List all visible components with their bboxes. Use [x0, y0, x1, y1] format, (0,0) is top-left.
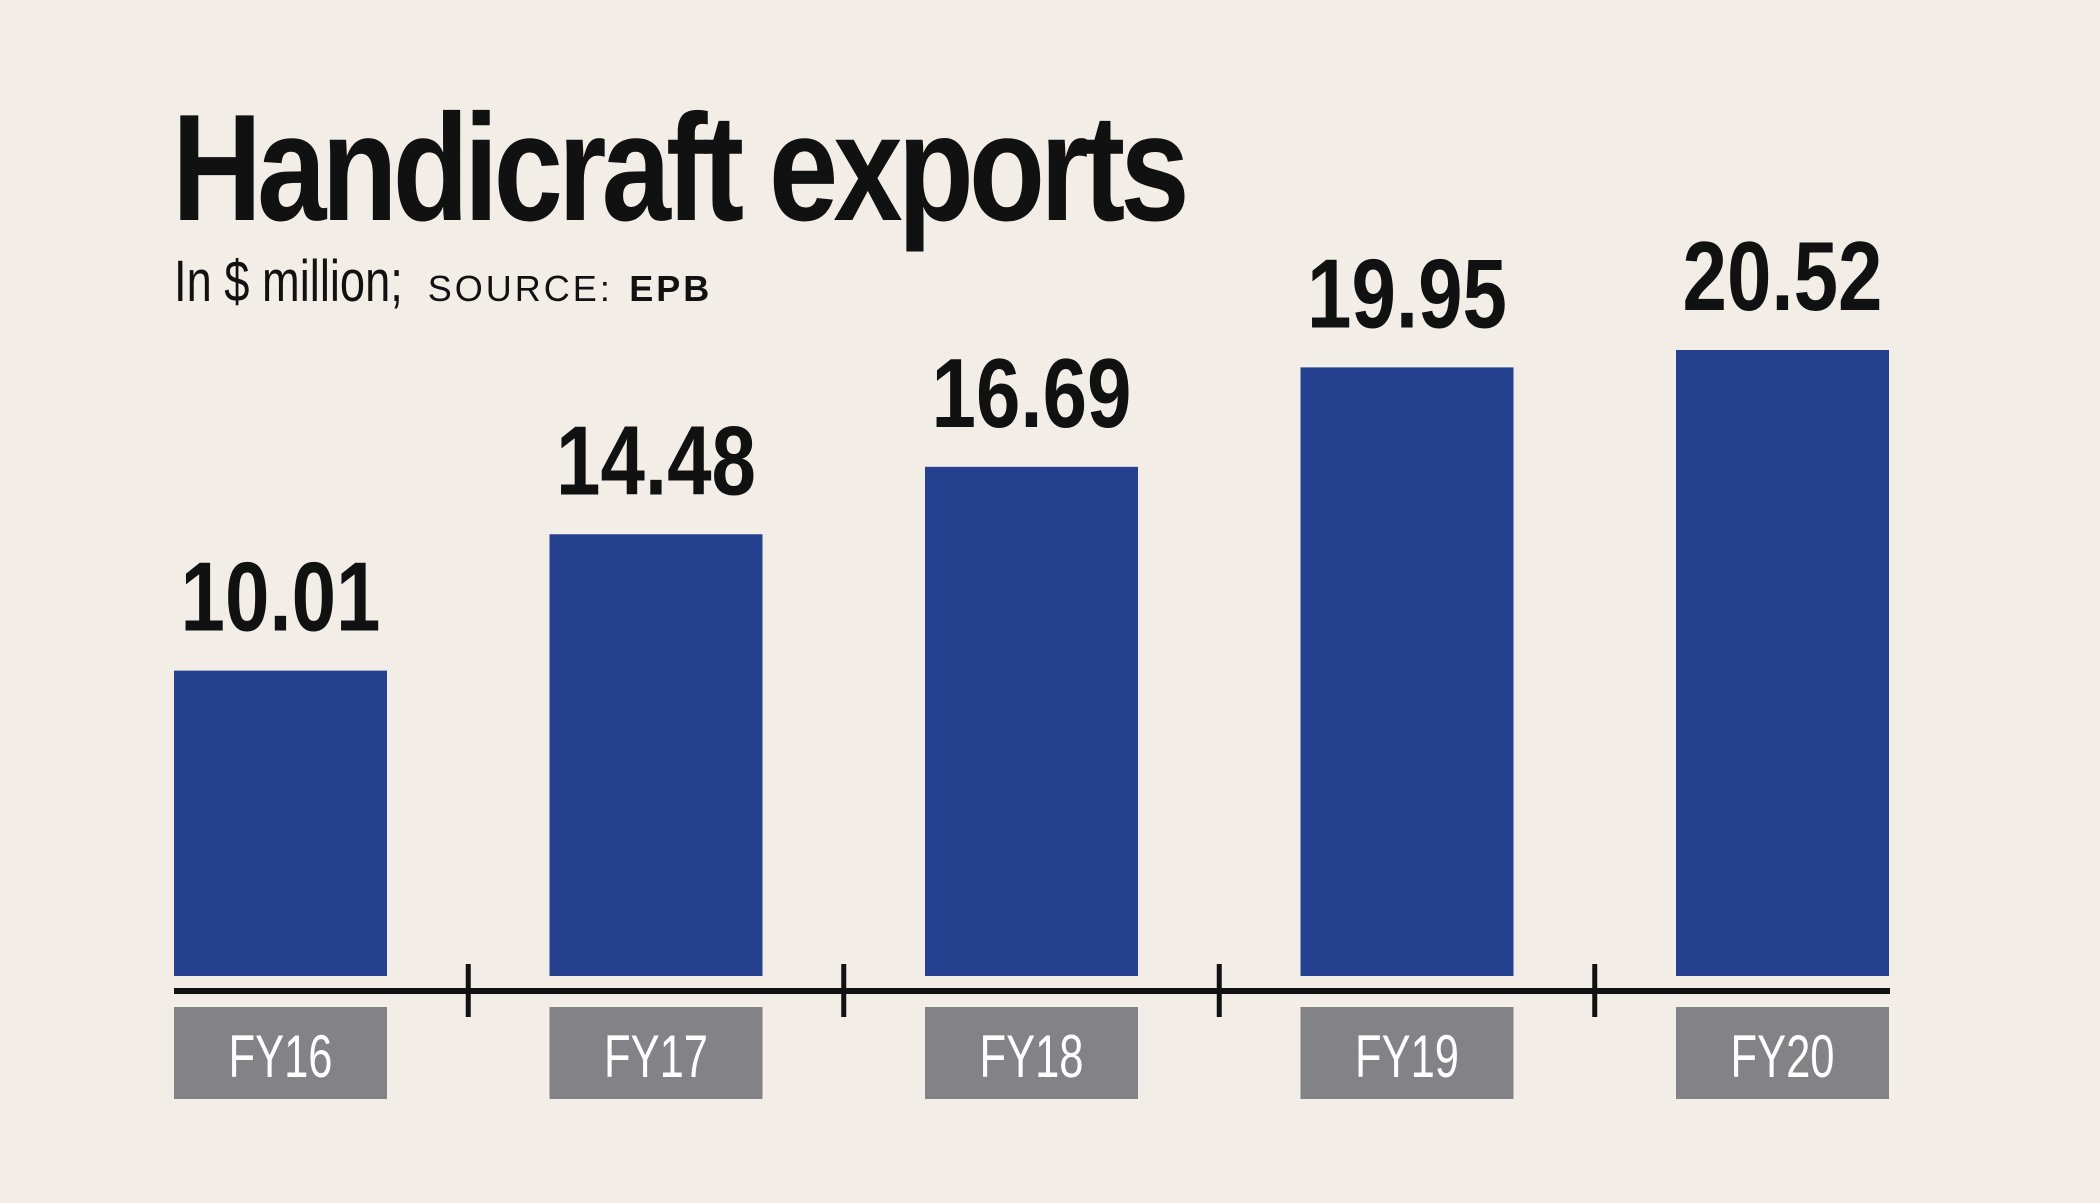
value-label-fy20: 20.52	[1683, 221, 1883, 331]
category-box-fy20	[1676, 1007, 1889, 1099]
source-value: EPB	[629, 268, 713, 309]
bar-fy18	[925, 466, 1138, 976]
unit-label: In $ million;	[174, 249, 403, 314]
category-box-fy16	[174, 1007, 387, 1099]
category-box-fy18	[925, 1007, 1138, 1099]
category-label-fy19: FY19	[1355, 1023, 1459, 1090]
chart-subtitle: In $ million; SOURCE: EPB	[174, 248, 712, 315]
category-box-fy17	[549, 1007, 763, 1099]
bar-fy19	[1300, 367, 1514, 976]
category-label-fy16: FY16	[229, 1023, 333, 1090]
source-label: SOURCE:	[427, 268, 613, 309]
value-label-fy16: 10.01	[181, 542, 381, 652]
value-label-fy19: 19.95	[1307, 238, 1507, 348]
category-box-fy19	[1300, 1007, 1514, 1099]
bar-fy16	[174, 670, 387, 976]
bar-fy20	[1676, 350, 1889, 976]
value-label-fy17: 14.48	[556, 405, 756, 515]
chart-title: Handicraft exports	[172, 83, 1190, 253]
value-label-fy18: 16.69	[932, 338, 1132, 448]
category-label-fy20: FY20	[1731, 1023, 1835, 1090]
bar-fy17	[549, 534, 763, 976]
category-label-fy18: FY18	[980, 1023, 1084, 1090]
category-label-fy17: FY17	[604, 1023, 708, 1090]
